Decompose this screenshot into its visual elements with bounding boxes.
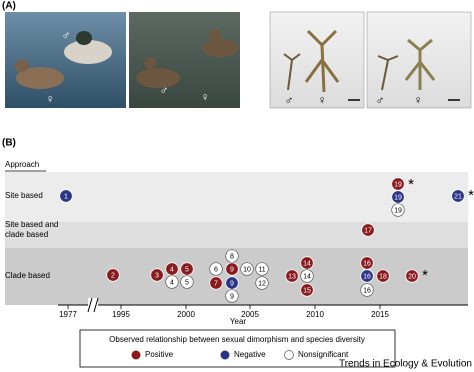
band [5, 172, 468, 222]
study-marker [405, 269, 419, 283]
photo [5, 12, 126, 108]
study-marker [240, 262, 254, 276]
study-marker [225, 249, 239, 263]
legend-label: Positive [145, 350, 174, 359]
study-number: 15 [303, 287, 311, 294]
study-number: 3 [155, 272, 159, 279]
study-marker [225, 289, 239, 303]
study-number: 16 [363, 273, 371, 280]
study-marker [209, 262, 223, 276]
study-marker [360, 283, 374, 297]
study-marker [360, 269, 374, 283]
study-number: 9 [230, 293, 234, 300]
study-marker [300, 269, 314, 283]
x-tick-label: 2010 [306, 310, 324, 319]
row-label: Site based and [5, 220, 58, 229]
study-marker [300, 256, 314, 270]
legend-title: Observed relationship between sexual dim… [109, 335, 365, 344]
study-marker [391, 203, 405, 217]
study-number: 5 [185, 266, 189, 273]
study-number: 11 [258, 266, 265, 273]
study-number: 2 [111, 272, 115, 279]
x-tick-label: 1995 [112, 310, 130, 319]
study-marker [376, 269, 390, 283]
row-label: Clade based [5, 271, 50, 280]
photo [129, 12, 240, 108]
study-number: 12 [258, 280, 266, 287]
study-marker [209, 276, 223, 290]
study-number: 18 [379, 273, 387, 280]
study-number: 14 [303, 260, 311, 267]
study-number: 14 [303, 273, 311, 280]
study-marker [59, 189, 73, 203]
study-number: 19 [394, 207, 402, 214]
study-marker [165, 262, 179, 276]
study-number: 10 [243, 266, 251, 273]
row-label: clade based [5, 230, 48, 239]
x-tick-label: 2015 [371, 310, 389, 319]
study-number: 16 [363, 260, 371, 267]
study-number: 4 [170, 279, 174, 286]
study-number: 13 [288, 273, 296, 280]
legend-label: Negative [234, 350, 266, 359]
sex-symbol: ♀ [201, 90, 210, 104]
asterisk: * [408, 176, 414, 193]
study-number: 4 [170, 266, 174, 273]
photo [366, 11, 472, 109]
study-marker [180, 262, 194, 276]
study-number: 9 [230, 280, 234, 287]
sex-symbol: ♀ [318, 93, 327, 107]
study-number: 20 [408, 273, 416, 280]
study-marker [150, 268, 164, 282]
sex-symbol: ♀ [414, 93, 423, 107]
sex-symbol: ♂ [160, 83, 169, 97]
sex-symbol: ♂ [62, 28, 71, 42]
study-marker [225, 262, 239, 276]
approach-title: Approach [5, 160, 39, 169]
x-tick-label: 2000 [177, 310, 195, 319]
sex-symbol: ♂ [285, 93, 294, 107]
study-number: 19 [394, 181, 402, 188]
study-marker [255, 276, 269, 290]
study-number: 1 [64, 193, 68, 200]
legend [79, 329, 396, 368]
study-marker [361, 223, 375, 237]
sex-symbol: ♀ [46, 92, 55, 106]
study-number: 17 [364, 227, 372, 234]
asterisk: * [468, 187, 474, 204]
study-marker [165, 275, 179, 289]
study-number: 5 [185, 279, 189, 286]
study-number: 21 [454, 193, 462, 200]
study-number: 9 [230, 266, 234, 273]
asterisk: * [422, 267, 428, 284]
study-marker [255, 262, 269, 276]
photo [269, 11, 365, 109]
study-marker [106, 268, 120, 282]
study-marker [391, 190, 405, 204]
legend-marker [131, 350, 141, 360]
study-marker [285, 269, 299, 283]
x-tick-label: 1977 [59, 310, 77, 319]
study-number: 19 [394, 194, 402, 201]
study-marker [300, 283, 314, 297]
study-marker [451, 189, 465, 203]
row-label: Site based [5, 191, 43, 200]
x-label: Year [230, 317, 247, 326]
study-marker [180, 275, 194, 289]
panel-label: (A) [2, 1, 16, 12]
study-number: 7 [214, 280, 218, 287]
legend-label: Nonsignificant [298, 350, 349, 359]
study-number: 8 [230, 253, 234, 260]
study-marker [225, 276, 239, 290]
band [5, 222, 468, 248]
sex-symbol: ♂ [376, 93, 385, 107]
study-number: 6 [214, 266, 218, 273]
study-number: 16 [363, 287, 371, 294]
legend-marker [284, 350, 294, 360]
panel-label: (B) [2, 138, 16, 149]
x-tick-label: 2005 [241, 310, 259, 319]
footer: Trends in Ecology & Evolution [339, 359, 472, 370]
legend-marker [220, 350, 230, 360]
